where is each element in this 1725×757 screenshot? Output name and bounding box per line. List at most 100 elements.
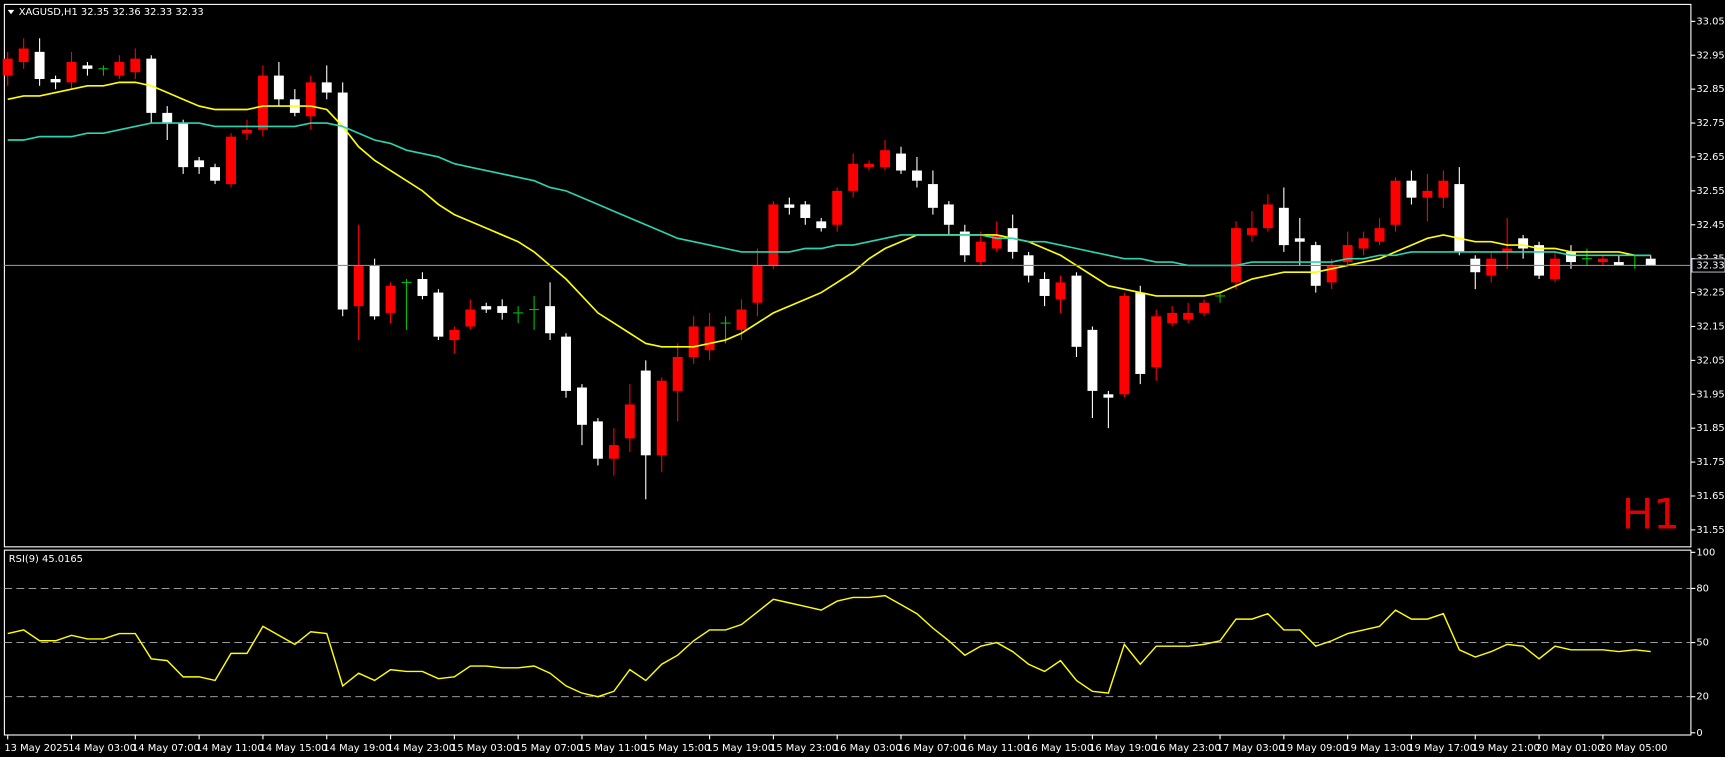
timeframe-watermark: H1	[1622, 490, 1680, 539]
candle-body	[1262, 204, 1273, 229]
candle-body	[1294, 238, 1305, 242]
candle-body	[864, 163, 875, 168]
x-tick-label: 19 May 21:00	[1472, 743, 1540, 754]
candle-body	[1645, 258, 1656, 266]
y-tick-label: 31.95	[1696, 389, 1724, 400]
candle-body	[1422, 190, 1433, 198]
candle-body	[385, 285, 396, 313]
candle-body	[880, 150, 891, 168]
x-tick-label: 15 May 19:00	[706, 743, 774, 754]
y-tick-label: 32.85	[1696, 84, 1724, 95]
x-tick-label: 15 May 07:00	[515, 743, 583, 754]
candle-body	[2, 58, 13, 76]
candle-body	[912, 170, 922, 181]
candle-body	[640, 370, 651, 456]
indicator-title: RSI(9)	[9, 554, 39, 565]
x-tick-label: 15 May 15:00	[642, 743, 710, 754]
y-tick-label: 32.55	[1696, 186, 1724, 197]
candle-body	[959, 231, 970, 256]
chart-header: XAGUSD,H1 32.35 32.36 32.33 32.33	[19, 7, 204, 18]
candle-body	[417, 279, 428, 296]
x-tick-label: 14 May 07:00	[132, 743, 200, 754]
candle-body	[927, 184, 938, 208]
x-tick-label: 14 May 15:00	[260, 743, 328, 754]
x-tick-label: 16 May 23:00	[1153, 743, 1221, 754]
candle-body	[1039, 279, 1050, 296]
indicator-header: RSI(9) 45.0165	[9, 554, 83, 565]
x-tick-label: 20 May 05:00	[1600, 743, 1668, 754]
candle-body	[1135, 292, 1146, 374]
candle-body	[832, 190, 843, 225]
candle-body	[1167, 312, 1178, 324]
x-tick-label: 14 May 23:00	[387, 743, 455, 754]
candle-body	[624, 404, 635, 439]
y-tick-label: 32.95	[1696, 50, 1724, 61]
candle-body	[545, 306, 556, 334]
candle-body	[1151, 316, 1162, 368]
last-low: 32.33	[144, 7, 172, 18]
x-tick-label: 16 May 15:00	[1025, 743, 1093, 754]
x-tick-label: 14 May 11:00	[196, 743, 264, 754]
y-tick-label: 32.65	[1696, 152, 1724, 163]
y-tick-label: 32.05	[1696, 355, 1724, 366]
y-tick-label: 31.75	[1696, 457, 1724, 468]
candle-body	[114, 62, 125, 76]
x-tick-label: 19 May 17:00	[1408, 743, 1476, 754]
indicator-last-value: 45.0165	[42, 554, 83, 565]
rsi-y-tick-label: 100	[1696, 547, 1715, 558]
x-tick-label: 13 May 2025	[4, 743, 68, 754]
rsi-y-tick-label: 20	[1696, 692, 1709, 703]
candle-body	[752, 265, 763, 303]
candle-body	[1566, 251, 1576, 263]
rsi-y-tick-label: 50	[1696, 638, 1709, 649]
candle-body	[465, 309, 476, 327]
x-tick-label: 14 May 19:00	[323, 743, 391, 754]
candle-body	[337, 92, 348, 310]
candle-body	[800, 204, 811, 218]
rsi-line	[7, 594, 1651, 698]
candle-body	[178, 123, 189, 168]
candle-body	[1502, 248, 1513, 252]
candle-body	[688, 326, 699, 357]
y-tick-label: 32.75	[1696, 118, 1724, 129]
candle-body	[561, 336, 571, 391]
price-label: 32.33	[1696, 260, 1724, 271]
candle-body	[257, 75, 268, 130]
candle-body	[608, 445, 619, 459]
candle-body	[130, 58, 141, 73]
candle-body	[18, 48, 29, 63]
candle-body	[497, 306, 508, 313]
candle-body	[321, 82, 332, 93]
x-tick-label: 16 May 11:00	[962, 743, 1030, 754]
candle-body	[592, 421, 603, 459]
candle-body	[1438, 180, 1449, 198]
candle-body	[1278, 207, 1289, 246]
symbol-title: XAGUSD,H1	[19, 7, 78, 18]
candle-body	[1390, 180, 1401, 225]
candle-body	[848, 163, 859, 191]
candle-body	[1199, 302, 1210, 313]
candle-body	[577, 387, 587, 425]
moving-average-line	[7, 122, 1651, 267]
candle-body	[1231, 228, 1241, 283]
candle-body	[1071, 275, 1082, 347]
candle-body	[672, 356, 683, 391]
rsi-y-tick-label: 80	[1696, 583, 1709, 594]
candle-body	[1087, 329, 1098, 391]
candle-body	[1550, 258, 1560, 280]
candle-body	[896, 153, 906, 171]
candle-body	[50, 78, 61, 83]
price-label-box	[1691, 258, 1725, 273]
y-tick-label: 32.15	[1696, 321, 1724, 332]
candle-body	[242, 129, 252, 134]
candle-body	[784, 204, 795, 208]
candle-body	[273, 75, 284, 100]
candle-body	[1613, 262, 1624, 266]
rsi-y-tick-label: 0	[1696, 728, 1702, 739]
main-panel-frame	[3, 3, 1692, 548]
candle-body	[1518, 238, 1529, 249]
candle-body	[66, 62, 77, 83]
x-tick-label: 17 May 03:00	[1217, 743, 1285, 754]
menu-arrow[interactable]	[7, 9, 15, 15]
